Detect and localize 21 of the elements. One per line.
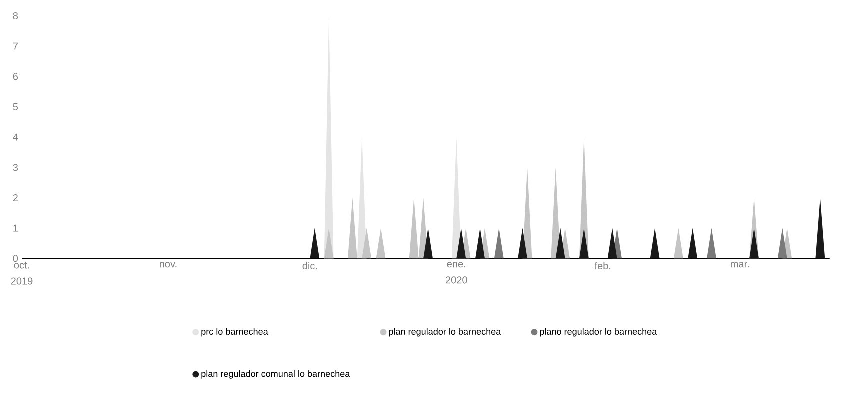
legend-label: plan regulador comunal lo barnechea <box>202 370 350 380</box>
y-tick-label: 7 <box>13 43 18 50</box>
text: 2019 <box>11 278 33 286</box>
y-tick-label: 4 <box>13 134 18 142</box>
x-tick-label: feb. <box>594 262 611 270</box>
x-tick-label: ene. <box>447 262 466 268</box>
text: 2020 <box>446 276 468 284</box>
y-tick-label: 1 <box>14 225 18 232</box>
x-tick-label: mar. <box>731 262 749 268</box>
y-tick-label: 5 <box>13 104 18 111</box>
legend-label: prc lo barnechea <box>202 328 268 338</box>
x-tick-label: nov. <box>160 262 177 268</box>
y-tick-label: 0 <box>13 255 18 262</box>
legend-label: plan regulador lo barnechea <box>389 328 502 338</box>
x-tick-label: oct. <box>14 262 30 270</box>
y-tick-label: 3 <box>13 164 18 172</box>
y-tick-label: 8 <box>13 12 18 20</box>
x-tick-label: dic. <box>302 262 318 270</box>
legend-label: plano regulador lo barnechea <box>540 328 658 338</box>
y-tick-label: 2 <box>13 194 18 202</box>
y-tick-label: 6 <box>13 73 18 80</box>
